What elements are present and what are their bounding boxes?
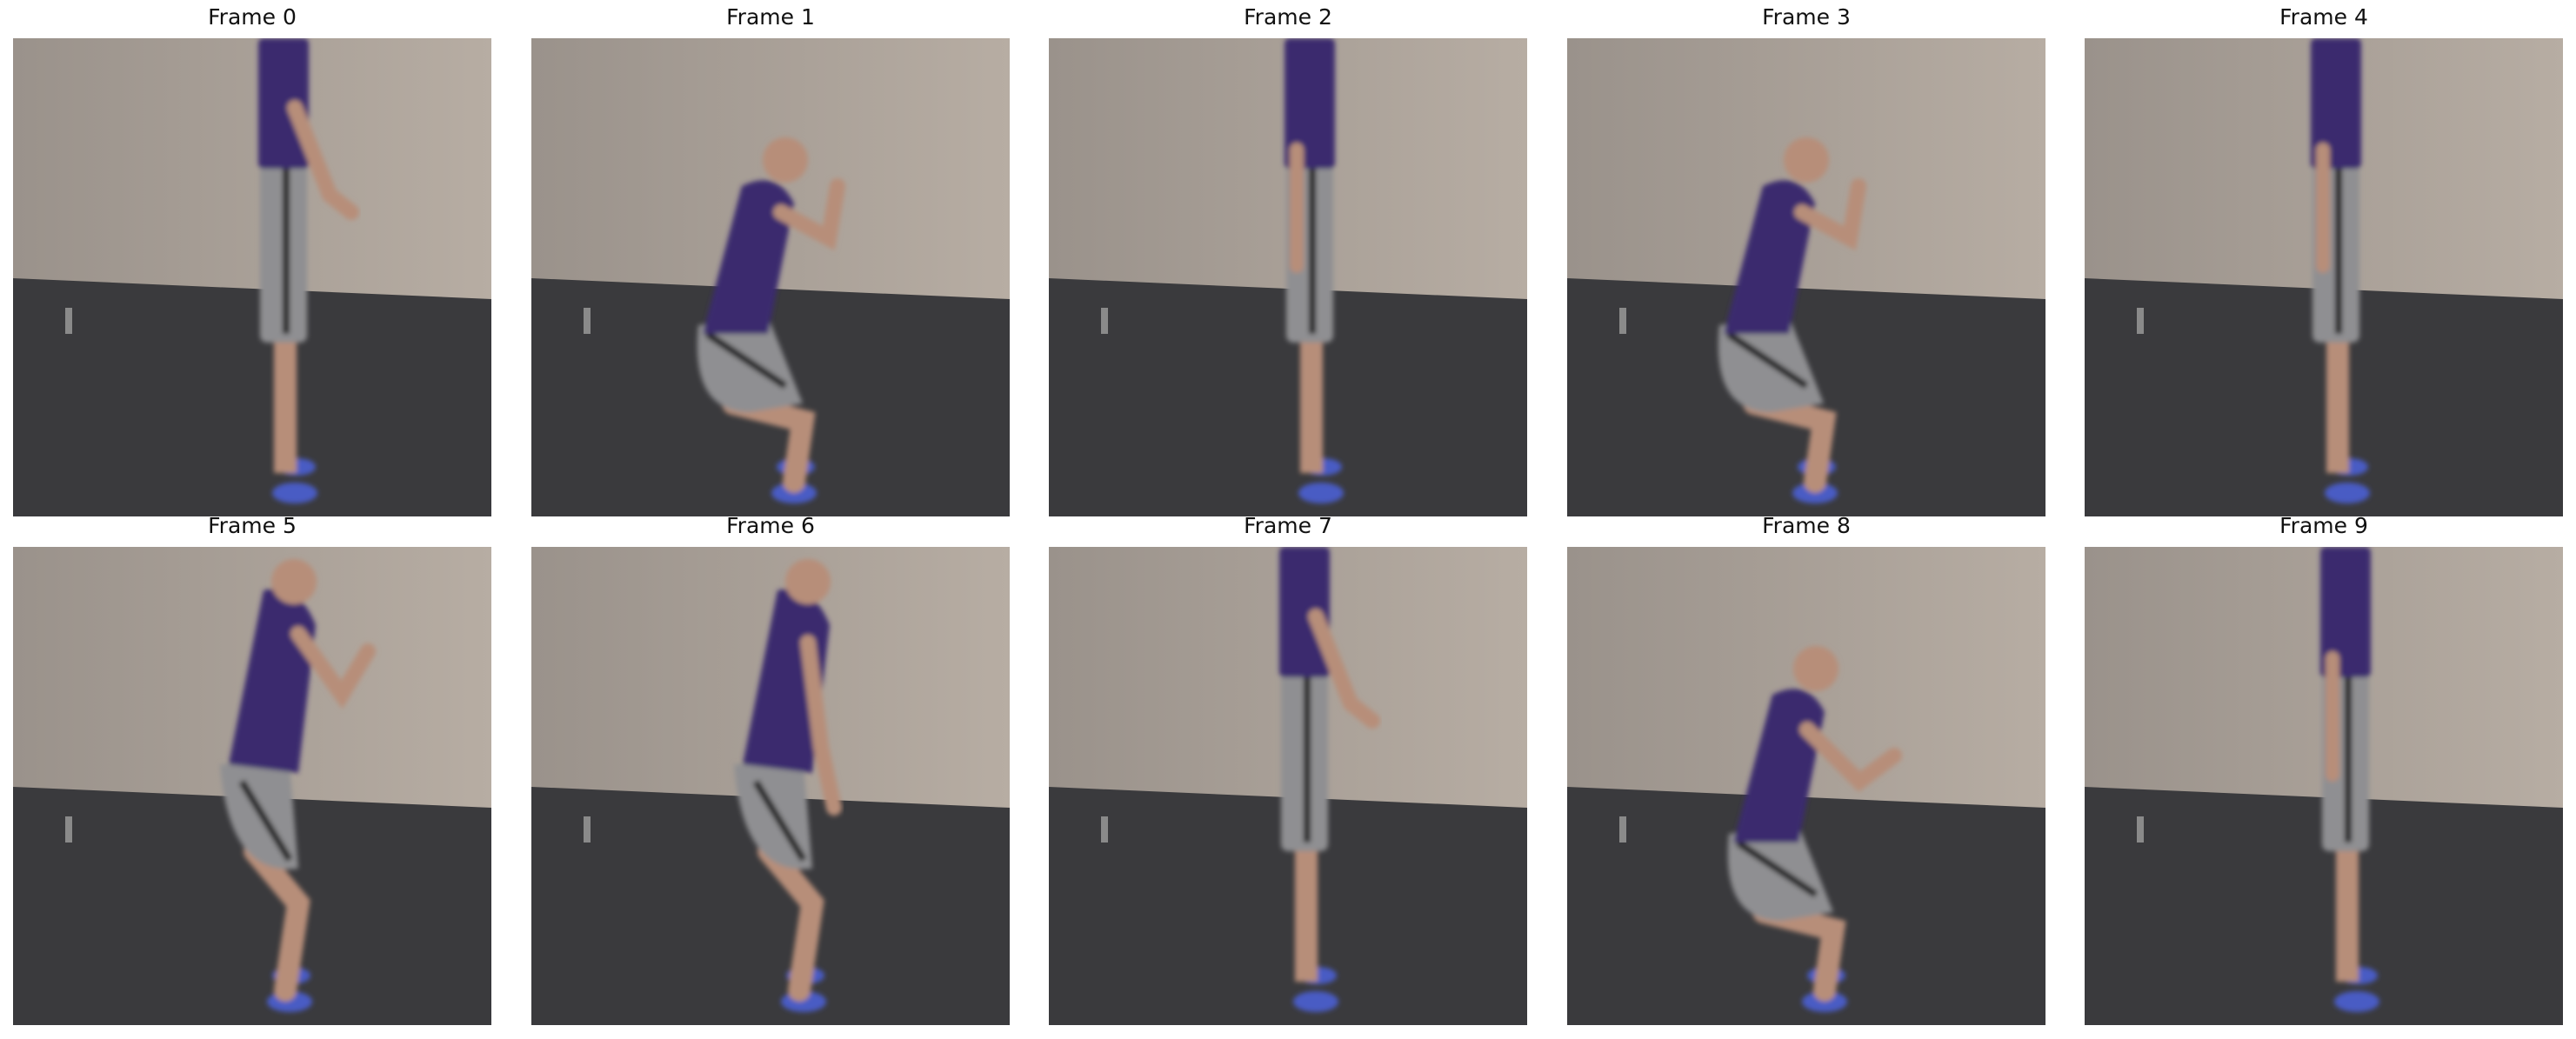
video-frame-image — [2085, 38, 2563, 516]
floor — [2085, 787, 2563, 1025]
floor — [13, 278, 491, 516]
wall-outlet — [65, 816, 72, 843]
person — [220, 559, 376, 1012]
frame-title: Frame 2 — [1244, 4, 1332, 30]
wall-outlet — [584, 816, 591, 843]
video-frame-image — [13, 38, 491, 516]
video-frame-image — [2085, 547, 2563, 1025]
wall-outlet — [1101, 308, 1108, 334]
person — [697, 137, 845, 503]
floor — [13, 787, 491, 1025]
video-frame-image — [1567, 38, 2045, 516]
video-frame-image — [531, 38, 1010, 516]
wall-outlet — [1619, 816, 1626, 843]
person — [1285, 38, 1344, 503]
wall — [13, 38, 491, 308]
video-frame-image — [1567, 547, 2045, 1025]
video-frame-image — [13, 547, 491, 1025]
video-frame-image — [1049, 38, 1527, 516]
wall-outlet — [1101, 816, 1108, 843]
floor — [1049, 278, 1527, 516]
wall-outlet — [2137, 816, 2144, 843]
frame-title: Frame 9 — [2279, 513, 2368, 538]
wall-outlet — [65, 308, 72, 334]
frame-title: Frame 4 — [2279, 4, 2368, 30]
video-frame-image — [1049, 547, 1527, 1025]
video-frame-image — [531, 547, 1010, 1025]
frame-title: Frame 1 — [726, 4, 815, 30]
wall-outlet — [2137, 308, 2144, 334]
person — [258, 38, 359, 503]
person — [2320, 547, 2379, 1012]
person — [734, 559, 842, 1012]
person — [1279, 547, 1380, 1012]
frame-title: Frame 0 — [208, 4, 297, 30]
frame-title: Frame 5 — [208, 513, 297, 538]
person — [2311, 38, 2370, 503]
frame-title: Frame 3 — [1762, 4, 1851, 30]
frame-title: Frame 6 — [726, 513, 815, 538]
person — [1718, 137, 1866, 503]
frame-title: Frame 8 — [1762, 513, 1851, 538]
frame-title: Frame 7 — [1244, 513, 1332, 538]
floor — [531, 787, 1010, 1025]
wall-outlet — [1619, 308, 1626, 334]
floor — [1049, 787, 1527, 1025]
wall-outlet — [584, 308, 591, 334]
floor — [2085, 278, 2563, 516]
person — [1727, 646, 1902, 1012]
